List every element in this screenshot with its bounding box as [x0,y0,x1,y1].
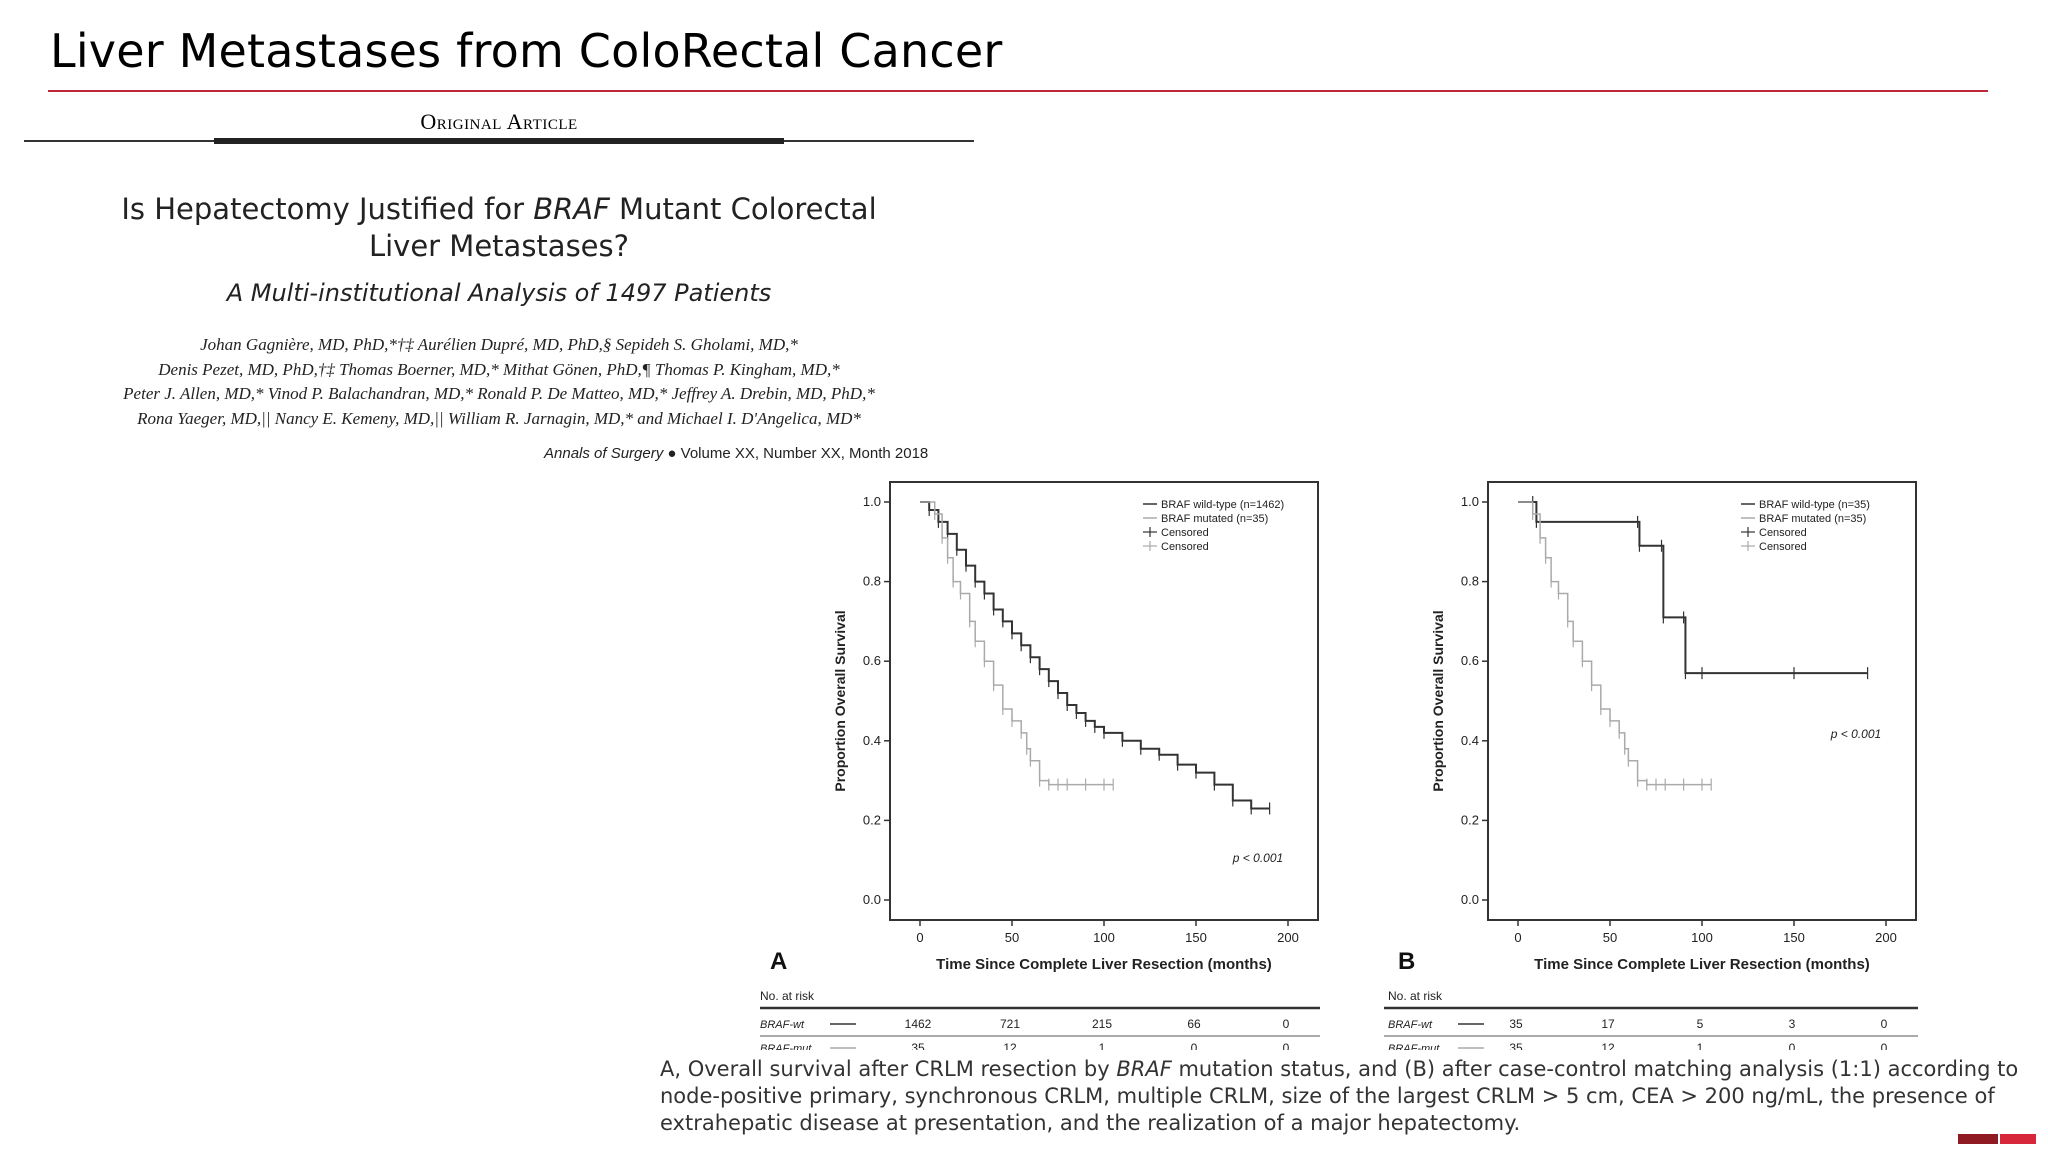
survival-charts: 0.00.20.40.60.81.00 50 100 150 200Proportion… [756,481,1918,1061]
brand-mark-light [2000,1134,2036,1144]
x-axis-label: Time Since Complete Liver Resection (mon… [936,956,1272,973]
y-axis-label: Proportion Overall Survival [1430,610,1446,791]
risk-value: 3 [1789,1017,1796,1031]
y-tick-label: 1.0 [1461,494,1479,509]
citation-journal: Annals of Surgery [544,445,664,462]
x-tick-label: 50 [1603,930,1617,945]
risk-table-header: No. at risk [1388,989,1443,1003]
x-tick-label: 0 [916,930,923,945]
legend-label: Censored [1759,527,1807,539]
y-tick-label: 1.0 [863,494,881,509]
y-tick-label: 0.0 [863,892,881,907]
y-tick-label: 0.2 [863,812,881,827]
x-tick-label: 150 [1783,930,1805,945]
author-line: Johan Gagnière, MD, PhD,*†‡ Aurélien Dup… [200,335,798,354]
risk-value: 5 [1697,1017,1704,1031]
risk-value: 17 [1601,1017,1615,1031]
caption-text: mutation status, and (B) after case-cont… [660,1057,2019,1135]
y-tick-label: 0.8 [863,574,881,589]
x-tick-label: 200 [1875,930,1897,945]
risk-value: 66 [1187,1017,1201,1031]
figure-caption: A, Overall survival after CRLM resection… [660,1056,2030,1137]
caption-text: A, Overall survival after CRLM resection… [660,1057,1117,1081]
risk-value: 0 [1789,1041,1796,1050]
legend-label: BRAF mutated (n=35) [1759,513,1866,525]
risk-value: 215 [1092,1017,1112,1031]
p-value: p < 0.001 [1232,851,1283,865]
risk-value: 35 [1509,1041,1523,1050]
section-label: Original Article [420,109,578,134]
survival-figure: 0.0 0.2 0.4 0.6 0.8 1.0 0 50 100 150 200 Proportion… [756,470,1940,1061]
panel-letter: B [1398,948,1415,975]
paper-title-part: Mutant Colorectal [609,192,877,226]
slide-title: Liver Metastases from ColoRectal Cancer [50,24,1003,78]
y-axis-label: Proportion Overall Survival [832,610,848,791]
risk-value: 35 [1509,1017,1523,1031]
legend-label: BRAF wild-type (n=35) [1759,499,1870,511]
risk-value: 0 [1283,1017,1290,1031]
brand-mark-dark [1958,1134,1998,1144]
y-tick-label: 0.6 [1461,653,1479,668]
panel-letter: A [770,948,787,975]
x-tick-label: 150 [1185,930,1207,945]
title-divider [48,90,1988,92]
survival-line [920,501,1270,810]
x-tick-label: 100 [1093,930,1115,945]
legend-label: Censored [1759,541,1807,553]
brand-corner-mark [1958,1134,2036,1144]
survival-line [1518,501,1868,675]
legend-label: BRAF mutated (n=35) [1161,513,1268,525]
risk-value: 0 [1881,1017,1888,1031]
p-value: p < 0.001 [1830,727,1881,741]
paper-title: Is Hepatectomy Justified for BRAF Mutant… [24,191,974,265]
risk-value: 12 [1601,1041,1615,1050]
risk-row-label: BRAF-mut [1388,1043,1440,1050]
survival-line [920,501,1114,786]
y-tick-label: 0.8 [1461,574,1479,589]
author-line: Denis Pezet, MD, PhD,†‡ Thomas Boerner, … [158,359,840,379]
x-tick-label: 0 [1514,930,1521,945]
paper-title-part: Is Hepatectomy Justified for [121,192,534,226]
legend-label: Censored [1161,541,1209,553]
survival-line [1518,501,1712,786]
x-tick-label: 200 [1277,930,1299,945]
y-tick-label: 0.2 [1461,812,1479,827]
paper-title-line2: Liver Metastases? [368,229,630,263]
risk-value: 1 [1697,1041,1704,1050]
citation-issue: Volume XX, Number XX, Month 2018 [680,445,929,462]
risk-row-label: BRAF-wt [760,1019,805,1031]
risk-value: 12 [1003,1041,1017,1050]
risk-value: 0 [1283,1041,1290,1050]
risk-value: 35 [911,1041,925,1050]
risk-value: 721 [1000,1017,1020,1031]
x-tick-label: 50 [1005,930,1019,945]
risk-value: 1 [1099,1041,1106,1050]
risk-value: 0 [1881,1041,1888,1050]
risk-value: 0 [1191,1041,1198,1050]
author-line: Peter J. Allen, MD,* Vinod P. Balachandr… [123,384,875,403]
paper-subtitle: A Multi-institutional Analysis of 1497 P… [226,279,772,307]
x-axis-label: Time Since Complete Liver Resection (mon… [1534,956,1870,973]
y-tick-label: 0.4 [1461,733,1479,748]
risk-row-label: BRAF-wt [1388,1019,1433,1031]
risk-row-label: BRAF-mut [760,1043,812,1050]
risk-value: 1462 [905,1017,932,1031]
y-tick-label: 0.4 [863,733,881,748]
y-tick-label: 0.0 [1461,892,1479,907]
citation: Annals of Surgery ● Volume XX, Number XX… [544,445,929,462]
risk-table-header: No. at risk [760,989,815,1003]
legend-label: Censored [1161,527,1209,539]
legend-label: BRAF wild-type (n=1462) [1161,499,1284,511]
caption-gene: BRAF [1116,1057,1172,1081]
y-tick-label: 0.6 [863,653,881,668]
paper-title-gene: BRAF [533,192,610,226]
plot-frame [1487,481,1917,921]
x-tick-label: 100 [1691,930,1713,945]
author-line: Rona Yaeger, MD,|| Nancy E. Kemeny, MD,|… [137,408,861,428]
author-list: Johan Gagnière, MD, PhD,*†‡ Aurélien Dup… [24,333,974,431]
section-rule-accent [214,138,784,144]
